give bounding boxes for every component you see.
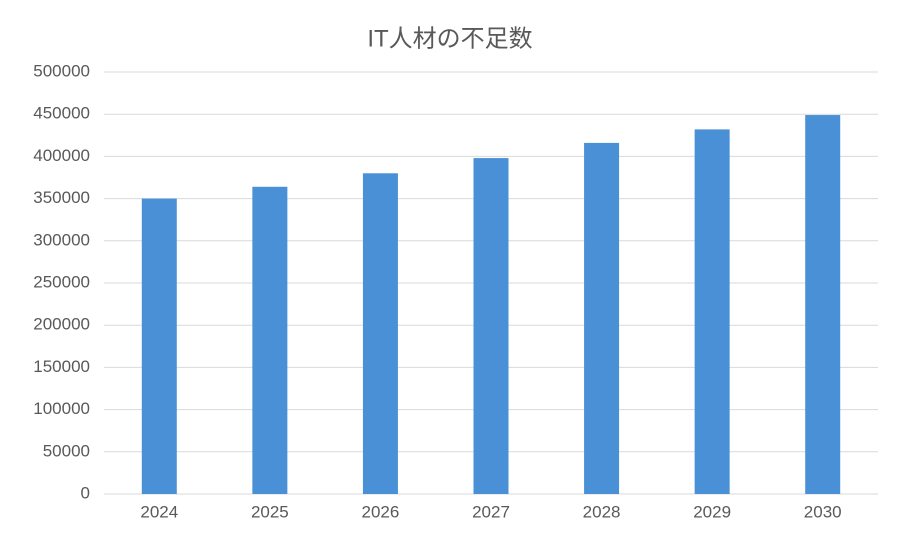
bar [694, 129, 730, 494]
bar [473, 158, 509, 494]
x-tick-label: 2027 [472, 502, 510, 521]
x-tick-label: 2024 [140, 502, 178, 521]
bar [252, 186, 288, 494]
y-tick-label: 150000 [33, 357, 90, 376]
y-tick-label: 350000 [33, 188, 90, 207]
x-tick-label: 2026 [362, 502, 400, 521]
y-tick-label: 500000 [33, 61, 90, 80]
x-tick-label: 2029 [693, 502, 731, 521]
y-tick-label: 0 [81, 483, 90, 502]
x-tick-label: 2025 [251, 502, 289, 521]
y-tick-label: 50000 [43, 441, 90, 460]
x-tick-label: 2030 [804, 502, 842, 521]
y-tick-label: 300000 [33, 230, 90, 249]
bar [584, 142, 620, 494]
bar [362, 173, 398, 494]
bar [141, 198, 177, 494]
y-tick-label: 250000 [33, 272, 90, 291]
chart-title: IT人材の不足数 [367, 25, 532, 52]
y-tick-label: 400000 [33, 146, 90, 165]
y-tick-label: 200000 [33, 315, 90, 334]
y-tick-label: 100000 [33, 399, 90, 418]
y-tick-label: 450000 [33, 104, 90, 123]
x-tick-label: 2028 [583, 502, 621, 521]
bar [805, 115, 841, 494]
